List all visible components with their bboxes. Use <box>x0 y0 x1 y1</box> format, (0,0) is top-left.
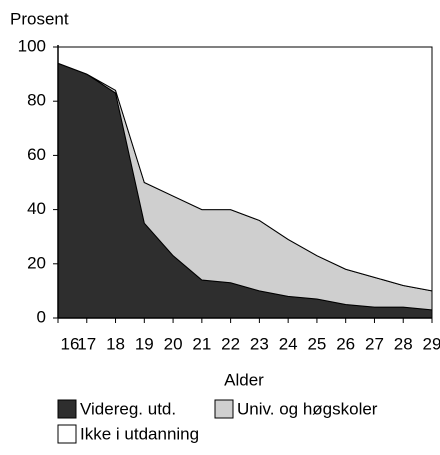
x-tick-label: 28 <box>394 334 413 353</box>
legend-label: Ikke i utdanning <box>80 424 199 443</box>
x-tick-label: 17 <box>77 334 96 353</box>
area <box>57 46 433 292</box>
x-tick-label: 21 <box>192 334 211 353</box>
x-axis-title: Alder <box>224 370 264 389</box>
legend-label: Univ. og høgskoler <box>237 399 378 418</box>
y-axis-title: Prosent <box>10 9 69 28</box>
x-tick-label: 22 <box>221 334 240 353</box>
x-tick-label: 19 <box>135 334 154 353</box>
y-tick-label: 0 <box>37 307 46 326</box>
legend-swatch <box>57 424 77 444</box>
y-tick-label: 40 <box>27 199 46 218</box>
x-tick-label: 29 <box>423 334 440 353</box>
x-tick-label: 27 <box>365 334 384 353</box>
x-tick-label: 20 <box>164 334 183 353</box>
x-tick-label: 18 <box>106 334 125 353</box>
x-tick-label: 26 <box>336 334 355 353</box>
legend-label: Videreg. utd. <box>80 399 176 418</box>
y-tick-label: 60 <box>27 145 46 164</box>
x-tick-label: 24 <box>279 334 298 353</box>
x-tick-label: 23 <box>250 334 269 353</box>
x-tick-label: 16 <box>61 334 80 353</box>
y-tick-label: 100 <box>18 36 46 55</box>
y-tick-label: 20 <box>27 253 46 272</box>
y-tick-label: 80 <box>27 91 46 110</box>
x-tick-label: 25 <box>307 334 326 353</box>
legend-swatch <box>57 399 77 419</box>
legend-swatch <box>214 399 234 419</box>
